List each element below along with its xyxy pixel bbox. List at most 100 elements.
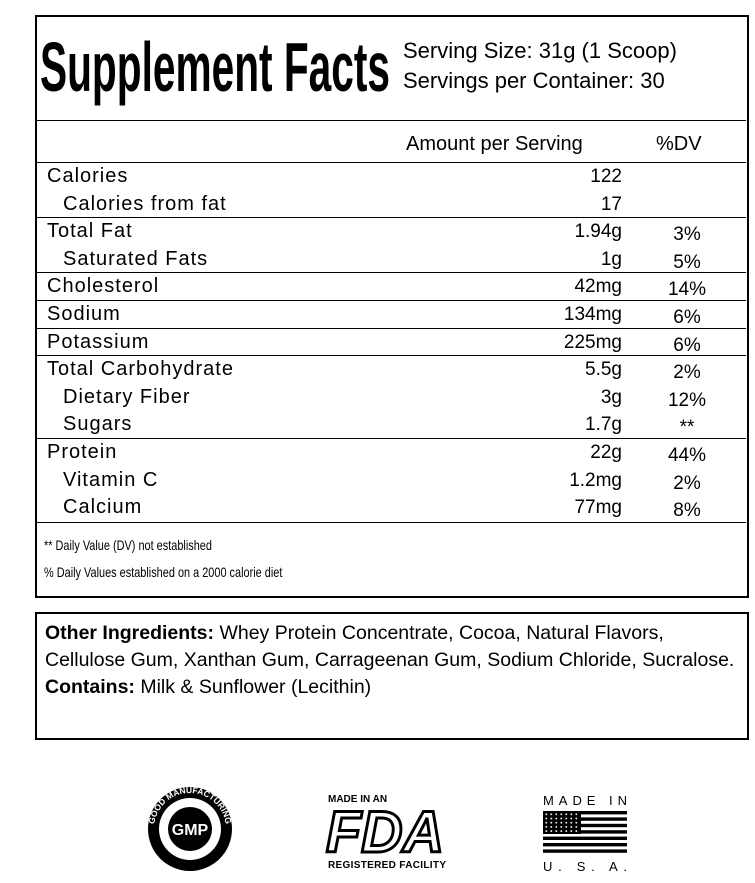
nutrient-name: Cholesterol — [47, 275, 160, 298]
flag-star — [570, 813, 573, 816]
flag-star — [550, 821, 553, 824]
nutrient-name: Protein — [47, 441, 118, 463]
nutrient-name: Sodium — [47, 303, 121, 325]
flag-star — [560, 826, 563, 828]
nutrient-name: Calories — [47, 165, 129, 187]
flag-star — [570, 821, 573, 824]
row-divider — [37, 355, 746, 357]
row-divider — [37, 162, 746, 163]
row-divider — [37, 217, 746, 219]
flag-star — [550, 826, 553, 828]
flag-star — [560, 817, 563, 820]
flag-star — [575, 830, 578, 832]
flag-star — [545, 817, 548, 820]
row-divider — [37, 327, 746, 329]
divider — [37, 120, 746, 121]
ingredients-label: Other Ingredients: — [45, 622, 215, 644]
gmp-logo: GOOD MANUFACTURING PRACTICE GMP — [146, 785, 234, 871]
flag-star — [555, 817, 558, 820]
nutrient-name: Dietary Fiber — [63, 385, 191, 408]
flag-star — [575, 826, 578, 828]
daily-value: 6% — [673, 307, 701, 328]
nutrient-row: Sugars 1.7g ** — [37, 411, 746, 438]
flag-stripe — [543, 836, 627, 840]
daily-value: 3% — [673, 224, 701, 246]
flag-star — [545, 821, 548, 824]
flag-star — [550, 813, 553, 816]
amount: 1.94g — [574, 221, 622, 243]
flag-star — [550, 817, 553, 820]
nutrient-row: Total Fat 1.94g 3% — [37, 218, 746, 245]
row-divider — [37, 300, 746, 301]
flag-star — [570, 826, 573, 828]
nutrient-row: Dietary Fiber 3g 12% — [37, 384, 746, 411]
flag-star — [555, 830, 558, 832]
amount: 134mg — [563, 304, 622, 325]
flag-star — [560, 821, 563, 824]
daily-value: 6% — [673, 334, 701, 356]
amount: 122 — [590, 166, 622, 187]
usa-logo: MADE IN U. S. A. — [543, 793, 627, 874]
fda-logo: MADE IN AN FDA REGISTERED FACILITY — [325, 794, 447, 871]
row-divider — [37, 438, 746, 439]
amount: 1g — [600, 248, 622, 270]
amount: 22g — [590, 442, 622, 463]
flag-star — [565, 826, 568, 828]
nutrient-name: Calcium — [63, 496, 143, 519]
fda-top: MADE IN AN — [328, 794, 387, 805]
divider — [37, 522, 746, 523]
daily-value: 14% — [667, 279, 707, 301]
flag-star — [545, 830, 548, 832]
flag-stripe — [543, 823, 627, 828]
flag-star — [565, 830, 568, 832]
nutrient-row: Potassium 225mg 6% — [37, 329, 746, 356]
flag-stripe — [543, 811, 627, 815]
flag-star — [560, 813, 563, 816]
flag — [543, 811, 627, 853]
title: Supplement Facts — [40, 28, 390, 106]
flag-star — [560, 830, 563, 832]
flag-star — [550, 830, 553, 832]
servings-per-container: Servings per Container: 30 — [403, 68, 665, 93]
contains-label: Contains: — [45, 676, 135, 698]
nutrient-name: Sugars — [63, 413, 133, 436]
amount: 225mg — [563, 331, 622, 353]
amount: 1.7g — [585, 414, 622, 436]
flag-star — [545, 813, 548, 816]
nutrient-name: Potassium — [47, 330, 150, 353]
amount: 3g — [600, 386, 622, 408]
flag-star — [555, 826, 558, 828]
ingredients-panel — [35, 612, 749, 740]
row-divider — [37, 272, 746, 274]
usa-bottom: U. S. A. — [543, 859, 627, 874]
fda-bottom: REGISTERED FACILITY — [328, 860, 446, 871]
nutrient-row: Calories from fat 17 — [37, 191, 746, 218]
nutrient-name: Total Fat — [47, 220, 133, 243]
footnote: % Daily Values established on a 2000 cal… — [44, 564, 283, 580]
gmp-bottom-path: PRACTICE — [169, 844, 212, 860]
amount: 42mg — [574, 276, 622, 298]
column-header: Amount per Serving — [406, 133, 583, 155]
nutrient-name: Calories from fat — [63, 192, 227, 215]
gmp-bottom: PRACTICE — [169, 844, 212, 860]
amount: 5.5g — [585, 359, 622, 381]
nutrient-name: Total Carbohydrate — [47, 358, 234, 381]
daily-value: 44% — [667, 445, 707, 466]
gmp-core — [168, 807, 212, 851]
flag-star — [575, 813, 578, 816]
daily-value: 5% — [673, 251, 701, 273]
flag-star — [565, 821, 568, 824]
gmp-center: GMP — [172, 822, 209, 839]
nutrient-row: Total Carbohydrate 5.5g 2% — [37, 356, 746, 383]
flag-star — [570, 830, 573, 832]
nutrient-row: Vitamin C 1.2mg 2% — [37, 467, 746, 494]
flag-star — [570, 817, 573, 820]
facts-panel — [35, 15, 749, 598]
flag-star — [555, 813, 558, 816]
nutrient-row: Calories 122 — [37, 163, 746, 190]
flag-stripe — [543, 843, 627, 847]
serving-size: Serving Size: 31g (1 Scoop) — [403, 38, 677, 63]
daily-value: ** — [679, 417, 695, 439]
amount: 17 — [600, 193, 622, 215]
daily-value: 2% — [673, 472, 701, 494]
